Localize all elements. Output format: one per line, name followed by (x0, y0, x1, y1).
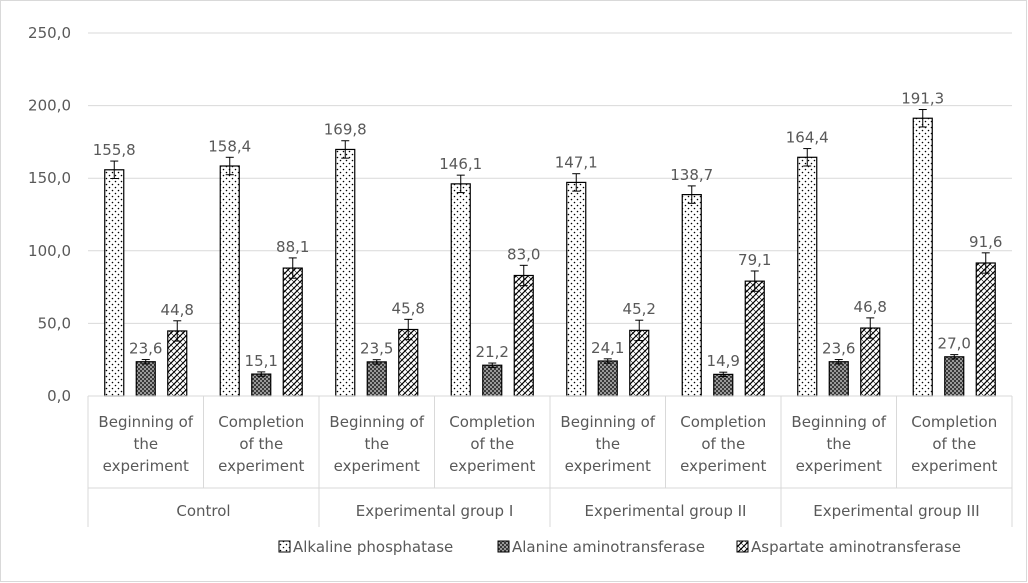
x-axis: Beginning of the experiment Completion of th… (87, 395, 1013, 527)
bar-dark-checker (713, 373, 734, 397)
data-label: 45,8 (392, 299, 425, 317)
bar-diagonal-hatch (744, 280, 765, 397)
data-label: 27,0 (938, 335, 971, 353)
data-label: 23,6 (129, 340, 162, 358)
data-label: 23,5 (360, 340, 393, 358)
category-label-line: Beginning of (791, 413, 886, 431)
data-label: 138,7 (670, 166, 713, 184)
data-label: 21,2 (476, 343, 509, 361)
bar-dark-checker (482, 364, 503, 397)
bar-dark-checker (366, 361, 387, 397)
category-label-line: experiment (796, 457, 882, 475)
y-tick-label: 250,0 (28, 24, 71, 42)
category-label-line: experiment (565, 457, 651, 475)
data-label: 146,1 (439, 155, 482, 173)
data-label: 15,1 (245, 352, 278, 370)
bar-diagonal-hatch (282, 267, 303, 397)
legend-label: Alkaline phosphatase (293, 538, 453, 556)
category-label-line: of the (239, 435, 283, 453)
group-label: Experimental group III (813, 502, 979, 520)
category-label-line: the (826, 435, 851, 453)
data-label: 91,6 (969, 233, 1002, 251)
bar-dots (912, 117, 933, 397)
category-label-line: experiment (449, 457, 535, 475)
category-label-line: of the (470, 435, 514, 453)
legend-swatch-diagonal-hatch (736, 540, 749, 553)
legend-label: Aspartate aminotransferase (751, 538, 961, 556)
category-label-line: experiment (103, 457, 189, 475)
data-label: 191,3 (901, 90, 944, 108)
y-tick-label: 150,0 (28, 169, 71, 187)
data-label: 88,1 (276, 238, 309, 256)
group-label: Experimental group II (585, 502, 747, 520)
bar-dots (797, 156, 818, 397)
data-label: 164,4 (786, 129, 829, 147)
data-label: 83,0 (507, 245, 540, 263)
data-label: 147,1 (555, 154, 598, 172)
category-label-line: the (364, 435, 389, 453)
category-label-line: of the (701, 435, 745, 453)
group-label: Experimental group I (356, 502, 514, 520)
category-label-line: experiment (911, 457, 997, 475)
bar-dark-checker (135, 361, 156, 397)
category-label-line: the (595, 435, 620, 453)
y-tick-label: 200,0 (28, 97, 71, 115)
data-label: 45,2 (623, 300, 656, 318)
data-label: 44,8 (161, 301, 194, 319)
category-label-line: Beginning of (560, 413, 655, 431)
data-label: 155,8 (93, 141, 136, 159)
bar-diagonal-hatch (513, 274, 534, 397)
data-label: 23,6 (822, 340, 855, 358)
bar-dots (104, 169, 125, 397)
y-tick-label: 50,0 (38, 314, 71, 332)
category-label-line: of the (932, 435, 976, 453)
legend-label: Alanine aminotransferase (512, 538, 705, 556)
category-label-line: Completion (911, 413, 997, 431)
legend-swatch-dark-checker (497, 540, 510, 553)
data-label: 46,8 (854, 298, 887, 316)
legend-swatch-dots (278, 540, 291, 553)
bar-diagonal-hatch (975, 262, 996, 397)
data-label: 24,1 (591, 339, 624, 357)
bar-dots (681, 194, 702, 397)
data-label: 14,9 (707, 352, 740, 370)
category-label-line: experiment (680, 457, 766, 475)
category-label-line: experiment (334, 457, 420, 475)
category-label-line: Completion (680, 413, 766, 431)
y-axis-ticks: 0,0 50,0 100,0 150,0 200,0 250,0 (28, 24, 71, 405)
group-label: Control (176, 502, 230, 520)
bars: 155,8 158,4 169,8 146,1 147,1 138,7 164,4 191,3… (93, 90, 1002, 397)
y-tick-label: 100,0 (28, 242, 71, 260)
gridlines (88, 32, 1012, 324)
category-label-line: Completion (449, 413, 535, 431)
data-label: 79,1 (738, 251, 771, 269)
bar-dots (566, 181, 587, 397)
bar-dark-checker (597, 360, 618, 397)
category-label-line: Beginning of (98, 413, 193, 431)
category-label-line: Completion (218, 413, 304, 431)
y-tick-label: 0,0 (47, 387, 71, 405)
bar-dots (219, 165, 240, 397)
category-label-line: the (133, 435, 158, 453)
legend: Alkaline phosphatase Alanine aminotransfe… (278, 538, 961, 556)
data-label: 158,4 (208, 137, 251, 155)
category-label-line: Beginning of (329, 413, 424, 431)
bar-dark-checker (944, 356, 965, 397)
data-label: 169,8 (324, 121, 367, 139)
bar-dots (450, 183, 471, 397)
bar-dark-checker (251, 373, 272, 397)
category-label-line: experiment (218, 457, 304, 475)
bar-dark-checker (828, 361, 849, 397)
bar-dots (335, 148, 356, 397)
